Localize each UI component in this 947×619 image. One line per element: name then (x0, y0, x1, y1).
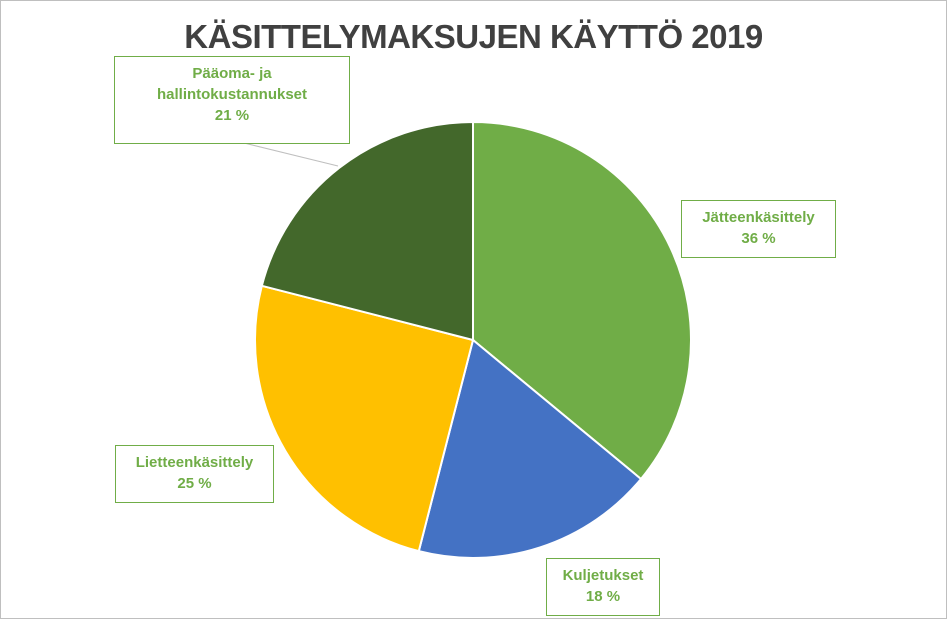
slice-name: Lietteenkäsittely (135, 454, 254, 471)
data-label-lietteenkasittely: Lietteenkäsittely 25 % (115, 445, 274, 503)
slice-value: 21 % (214, 107, 250, 124)
leader-line-paaoma (239, 141, 339, 167)
pie-slice-1 (472, 120, 692, 481)
leader-lines (239, 141, 339, 167)
slice-name: Jätteenkäsittely (702, 209, 815, 226)
slice-value: 18 % (585, 588, 621, 605)
pie-slices (254, 120, 692, 559)
pie-slice-2 (417, 338, 643, 559)
slice-name-line-2: hallintokustannukset (156, 86, 308, 103)
data-label-kuljetukset: Kuljetukset 18 % (546, 558, 660, 616)
slice-value: 25 % (177, 475, 212, 492)
slice-name: Kuljetukset (562, 567, 644, 584)
pie-slice-3 (254, 284, 475, 553)
data-label-jatteenkasittely: Jätteenkäsittely 36 % (681, 200, 836, 258)
slice-value: 36 % (741, 230, 776, 247)
chart-title: KÄSITTELYMAKSUJEN KÄYTTÖ 2019 (184, 18, 763, 55)
pie-slice-4 (260, 120, 474, 342)
data-label-paaoma-ja-hallintokustannukset: Pääoma- ja hallintokustannukset 21 % (114, 56, 350, 144)
slice-name-line-1: Pääoma- ja (192, 65, 272, 82)
